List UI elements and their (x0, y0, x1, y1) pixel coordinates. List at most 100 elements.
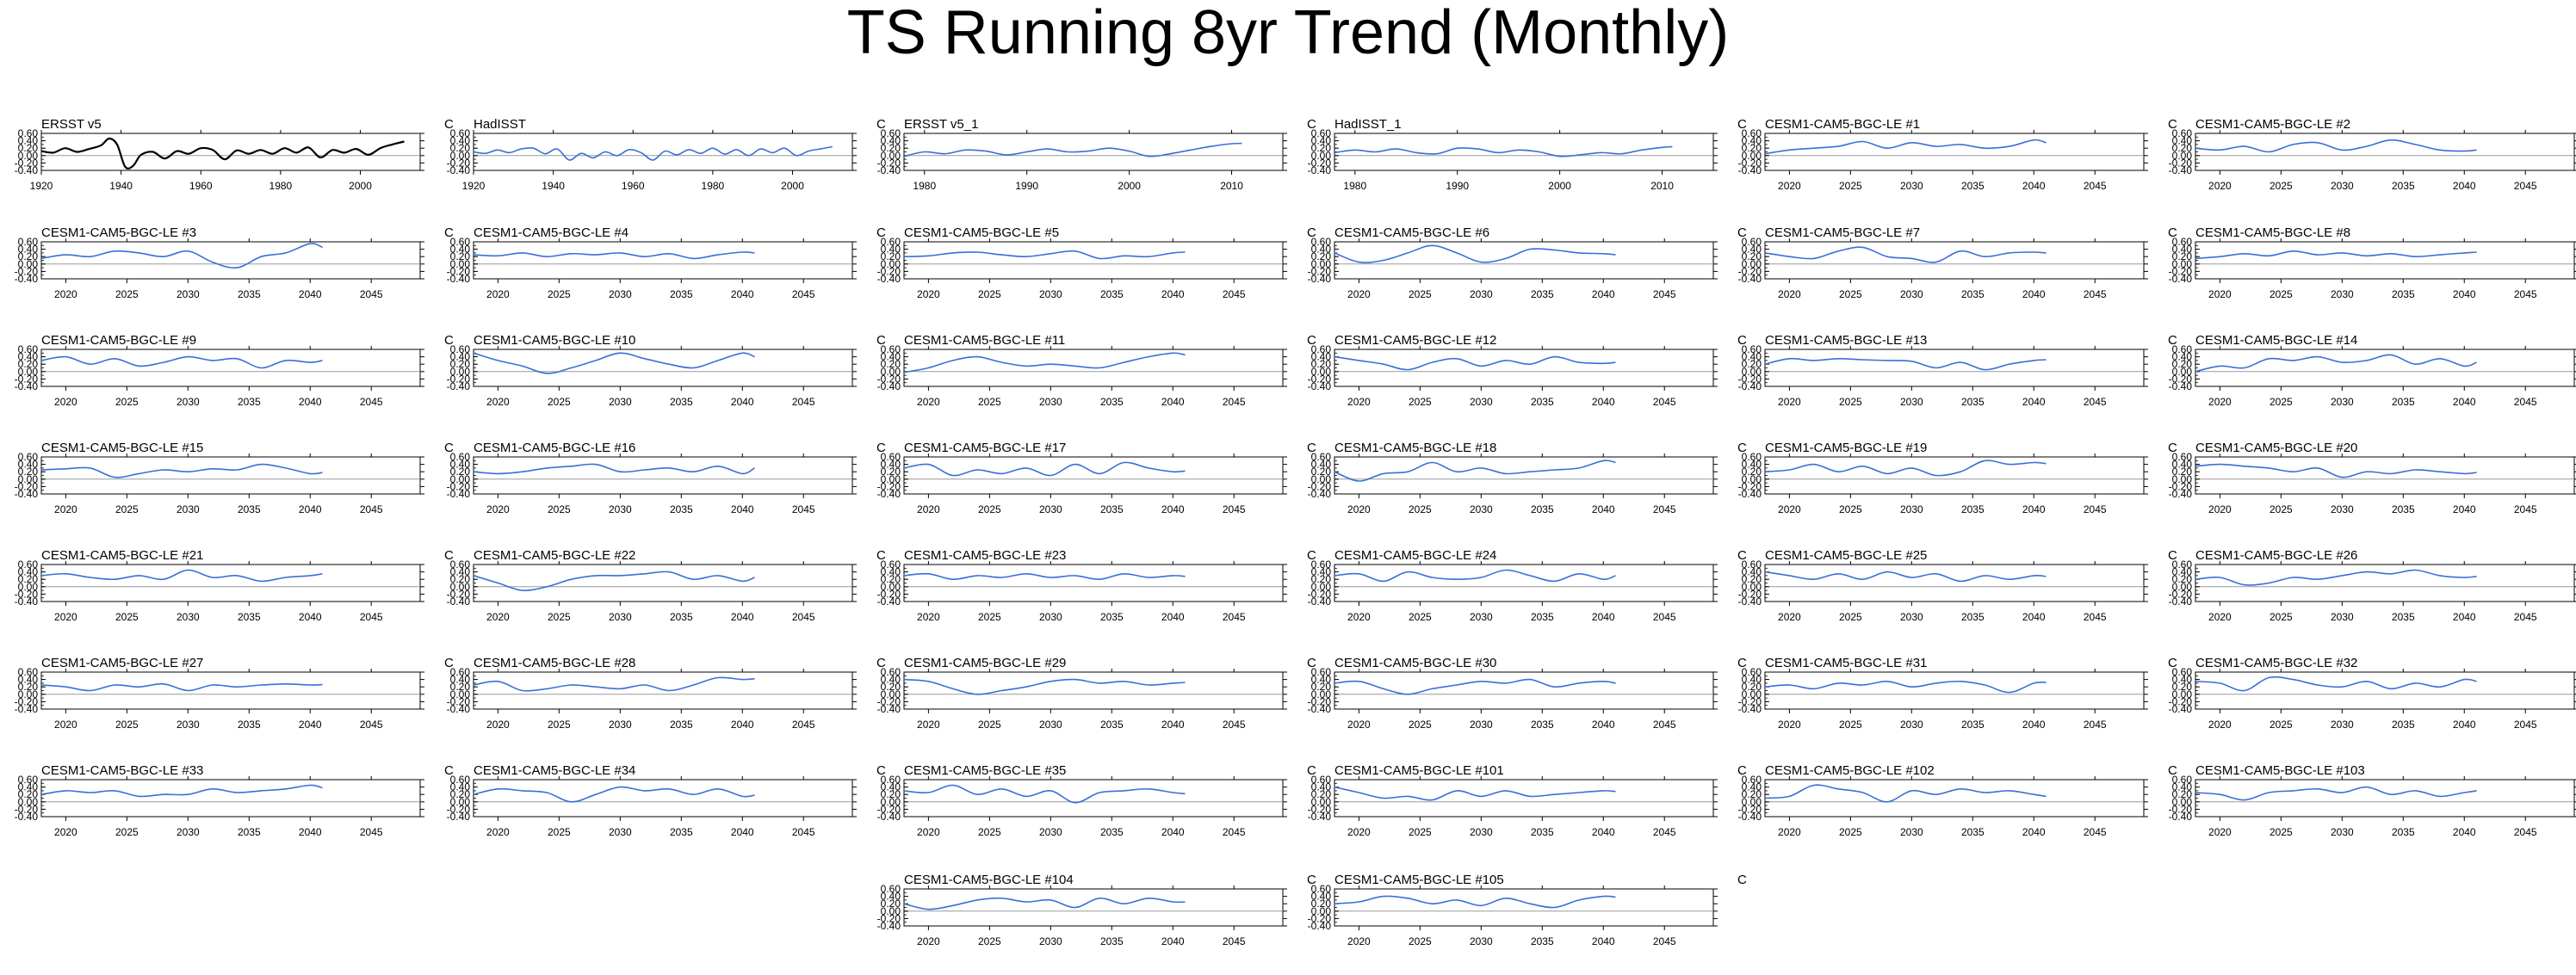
y-tick-label: -0.40 (15, 164, 39, 176)
x-tick-label: 2025 (1839, 826, 1862, 838)
y-tick-label: -0.20 (877, 588, 901, 600)
y-tick-label: 0.20 (881, 681, 901, 693)
panel-title: CESM1-CAM5-BGC-LE #32 (2195, 656, 2357, 670)
panel-title: CESM1-CAM5-BGC-LE #25 (1765, 548, 1927, 563)
x-tick-label: 2035 (1961, 180, 1985, 192)
x-tick-label: 2025 (978, 396, 1001, 408)
x-tick-label: 2020 (1778, 826, 1801, 838)
y-tick-label: 0.40 (1311, 891, 1332, 903)
panel-units: C (876, 441, 886, 455)
x-tick-label: 2030 (1900, 180, 1923, 192)
x-tick-label: 2040 (1592, 503, 1615, 515)
y-tick-label: 0.00 (1742, 796, 1762, 808)
y-tick-label: 0.60 (2172, 774, 2193, 786)
x-tick-label: 2035 (1961, 503, 1985, 515)
x-tick-label: 2040 (731, 719, 754, 731)
x-tick-label: 2035 (2392, 826, 2415, 838)
x-tick-label: 2035 (1100, 288, 1124, 300)
panel-43: CESM1-CAM5-BGC-LE #105 C0.600.400.200.00-… (1308, 873, 1747, 947)
panel-units: C (1307, 225, 1316, 240)
panel-units: C (444, 548, 454, 563)
y-tick-label: 0.00 (18, 258, 39, 270)
y-tick-label: 0.40 (1742, 674, 1762, 686)
x-tick-label: 2035 (670, 503, 693, 515)
series-line (903, 572, 1186, 581)
y-tick-label: 0.20 (450, 142, 471, 154)
x-tick-label: 2030 (1470, 396, 1493, 408)
panel-units: C (1737, 656, 1747, 670)
y-tick-label: -0.40 (447, 380, 471, 392)
y-tick-label: 0.00 (1742, 581, 1762, 593)
x-tick-label: 2045 (360, 826, 383, 838)
panel-31: CESM1-CAM5-BGC-LE #28 C0.600.400.200.00-0… (447, 656, 886, 731)
series-line (903, 352, 1186, 373)
panel-41: CESM1-CAM5-BGC-LE #103C0.600.400.200.00-… (2169, 763, 2576, 838)
plot-frame (473, 456, 853, 495)
y-tick-label: 0.40 (1742, 781, 1762, 793)
series-line (473, 352, 755, 374)
y-tick-label: 0.20 (450, 681, 471, 693)
x-tick-label: 2020 (1778, 396, 1801, 408)
x-tick-label: 2025 (1409, 826, 1432, 838)
y-tick-label: -0.40 (1738, 273, 1762, 285)
y-tick-label: 0.40 (1742, 459, 1762, 471)
y-tick-label: 0.60 (2172, 127, 2193, 139)
y-tick-label: 0.40 (1311, 351, 1332, 363)
panel-units: C (876, 656, 886, 670)
panel-35: CESM1-CAM5-BGC-LE #32C0.600.400.200.00-0… (2169, 656, 2576, 731)
x-tick-label: 2020 (2208, 396, 2232, 408)
y-tick-label: 0.60 (1311, 774, 1332, 786)
y-tick-label: 0.00 (881, 366, 901, 378)
series-line (903, 784, 1186, 804)
panel-title: CESM1-CAM5-BGC-LE #21 (41, 548, 203, 563)
y-tick-label: 0.20 (881, 898, 901, 910)
x-tick-label: 2045 (360, 611, 383, 623)
x-tick-label: 2045 (2514, 719, 2537, 731)
x-tick-label: 2035 (1531, 288, 1554, 300)
x-tick-label: 1940 (542, 180, 565, 192)
plot-frame (473, 349, 853, 387)
y-tick-label: 0.60 (881, 236, 901, 248)
y-tick-label: 0.00 (1311, 581, 1332, 593)
x-tick-label: 2020 (917, 611, 940, 623)
x-tick-label: 2030 (2331, 611, 2354, 623)
panel-units: C (1737, 441, 1747, 455)
y-tick-label: 0.40 (881, 781, 901, 793)
x-tick-label: 2040 (2022, 826, 2046, 838)
x-tick-label: 2030 (176, 826, 200, 838)
x-tick-label: 1980 (1343, 180, 1366, 192)
plot-frame (903, 779, 1284, 818)
panel-38: CESM1-CAM5-BGC-LE #35 C0.600.400.200.00-0… (877, 763, 1316, 838)
x-tick-label: 2030 (609, 288, 632, 300)
x-tick-label: 2035 (1100, 611, 1124, 623)
x-tick-label: 2030 (1039, 503, 1062, 515)
y-tick-label: -0.20 (1308, 157, 1332, 169)
series-line (903, 142, 1242, 157)
y-tick-label: 0.20 (450, 788, 471, 800)
series-line (2195, 463, 2477, 478)
y-tick-label: 0.20 (18, 573, 39, 585)
x-tick-label: 2045 (1223, 503, 1246, 515)
x-tick-label: 2020 (2208, 719, 2232, 731)
x-tick-label: 2035 (1961, 396, 1985, 408)
y-tick-label: 0.00 (881, 688, 901, 700)
x-tick-label: 2020 (917, 503, 940, 515)
y-tick-label: -0.20 (15, 373, 39, 385)
y-tick-label: 0.40 (450, 244, 471, 256)
x-tick-label: 2020 (1347, 826, 1371, 838)
x-tick-label: 2045 (2084, 826, 2107, 838)
y-tick-label: 0.40 (18, 244, 39, 256)
x-tick-label: 2040 (1161, 288, 1185, 300)
x-tick-label: 2035 (1100, 935, 1124, 947)
y-tick-label: -0.20 (447, 265, 471, 277)
x-tick-label: 2025 (2269, 611, 2293, 623)
y-tick-label: -0.40 (15, 273, 39, 285)
y-tick-label: 0.60 (2172, 666, 2193, 678)
panel-title: CESM1-CAM5-BGC-LE #34 (474, 763, 635, 778)
panel-title: CESM1-CAM5-BGC-LE #15 (41, 441, 203, 455)
y-tick-label: 0.60 (881, 774, 901, 786)
x-tick-label: 2040 (299, 503, 322, 515)
plot-frame (2195, 133, 2575, 171)
y-tick-label: 0.60 (881, 127, 901, 139)
y-tick-label: -0.40 (15, 703, 39, 715)
